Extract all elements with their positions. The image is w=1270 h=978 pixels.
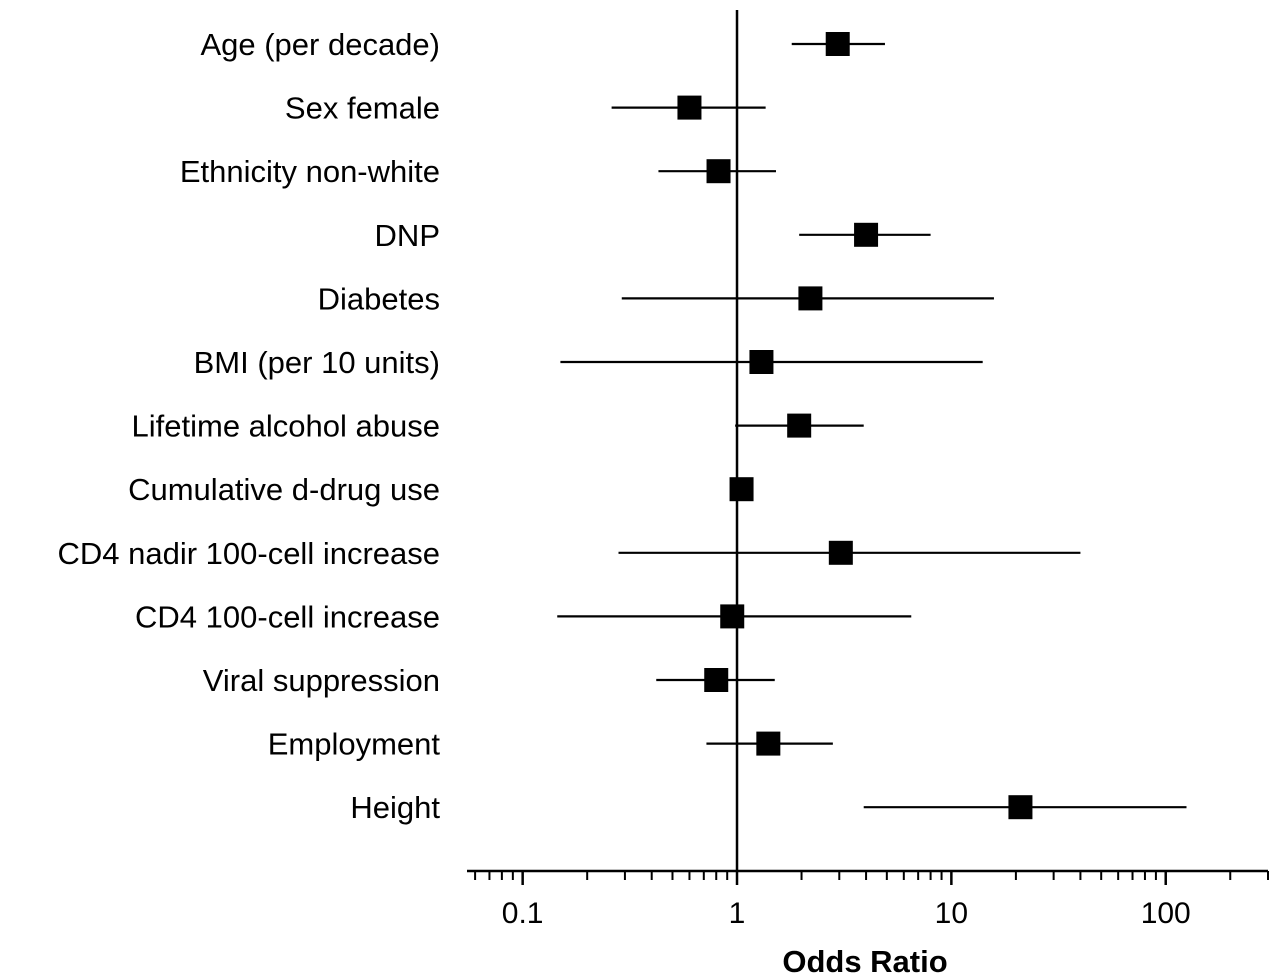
forest-row: Age (per decade) xyxy=(200,27,885,62)
x-axis-ticks: 0.1 1 10 100 xyxy=(474,871,1269,930)
odds-ratio-marker xyxy=(1008,795,1033,820)
forest-row: Cumulative d-drug use xyxy=(128,472,754,507)
row-label: Diabetes xyxy=(318,281,440,316)
forest-row: BMI (per 10 units) xyxy=(194,345,983,380)
rows-layer: Age (per decade) Sex female Ethnicity non-… xyxy=(57,27,1187,825)
forest-row: Ethnicity non-white xyxy=(180,154,776,189)
odds-ratio-marker xyxy=(825,32,850,56)
row-label: Height xyxy=(350,790,440,825)
row-label: CD4 nadir 100-cell increase xyxy=(57,536,440,571)
odds-ratio-marker xyxy=(706,159,731,184)
x-tick-label: 0.1 xyxy=(502,897,544,930)
odds-ratio-marker xyxy=(729,477,754,502)
forest-row: Sex female xyxy=(285,91,766,126)
row-label: DNP xyxy=(375,218,440,253)
odds-ratio-marker xyxy=(677,95,702,120)
row-label: BMI (per 10 units) xyxy=(194,345,440,380)
forest-row: DNP xyxy=(375,218,931,253)
x-axis-title: Odds Ratio xyxy=(782,944,947,978)
x-tick-label: 10 xyxy=(935,897,968,930)
odds-ratio-marker xyxy=(828,540,853,565)
row-label: Lifetime alcohol abuse xyxy=(132,409,440,444)
forest-row: Lifetime alcohol abuse xyxy=(132,409,864,444)
row-label: Ethnicity non-white xyxy=(180,154,440,189)
row-label: Cumulative d-drug use xyxy=(128,472,440,507)
forest-row: CD4 100-cell increase xyxy=(135,599,912,634)
forest-row: CD4 nadir 100-cell increase xyxy=(57,536,1081,571)
x-tick-label: 1 xyxy=(729,897,746,930)
odds-ratio-marker xyxy=(787,413,812,438)
forest-row: Viral suppression xyxy=(203,663,775,698)
odds-ratio-marker xyxy=(756,731,781,756)
odds-ratio-marker xyxy=(798,286,823,311)
odds-ratio-marker xyxy=(854,222,879,247)
row-label: Employment xyxy=(268,727,441,762)
row-label: Age (per decade) xyxy=(200,27,440,62)
row-label: Viral suppression xyxy=(203,663,440,698)
row-label: CD4 100-cell increase xyxy=(135,599,440,634)
forest-row: Employment xyxy=(268,727,833,762)
odds-ratio-marker xyxy=(704,668,729,692)
row-label: Sex female xyxy=(285,91,440,126)
odds-ratio-marker xyxy=(749,350,774,374)
forest-row: Diabetes xyxy=(318,281,994,316)
forest-row: Height xyxy=(350,790,1187,825)
odds-ratio-marker xyxy=(720,604,745,629)
x-tick-label: 100 xyxy=(1141,897,1191,930)
